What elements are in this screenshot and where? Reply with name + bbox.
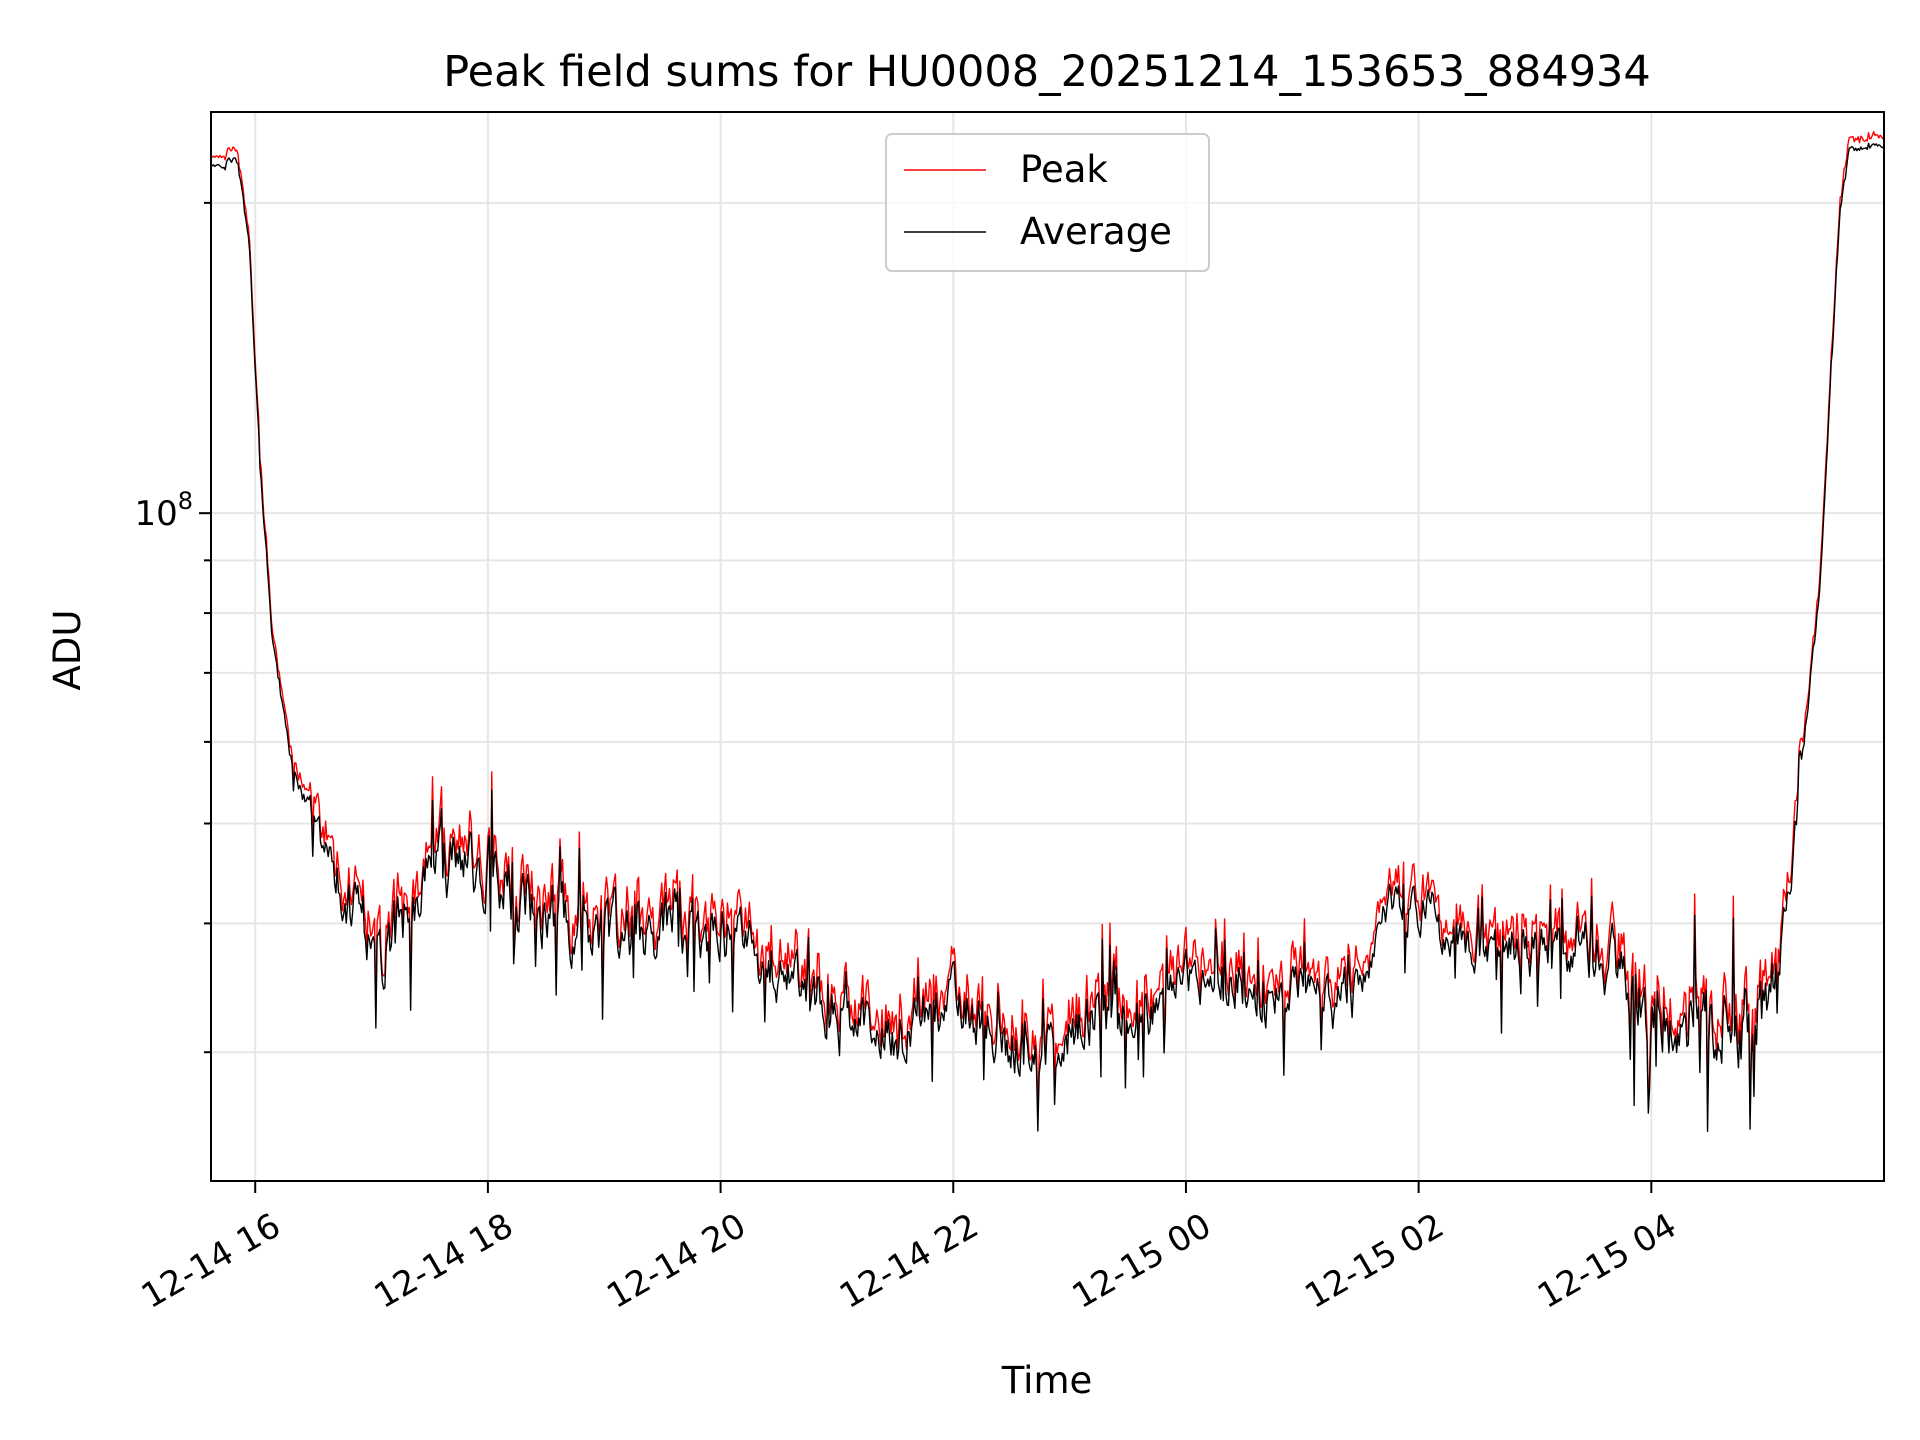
y-tick-label: 108 [134,487,193,534]
series-layer [210,131,1885,1133]
y-axis-ticks: 108 [134,201,211,1054]
legend-label-peak: Peak [1020,148,1108,191]
x-axis-label: Time [1001,1359,1093,1402]
grid [211,112,1884,1181]
legend-label-average: Average [1020,210,1172,253]
series-line-average [210,142,1885,1133]
chart-title: Peak field sums for HU0008_20251214_1536… [443,47,1651,97]
legend-box [885,133,1210,272]
legend: Peak Average [885,133,1210,272]
y-axis-label: ADU [46,610,89,691]
plot-frame [210,111,1885,1182]
